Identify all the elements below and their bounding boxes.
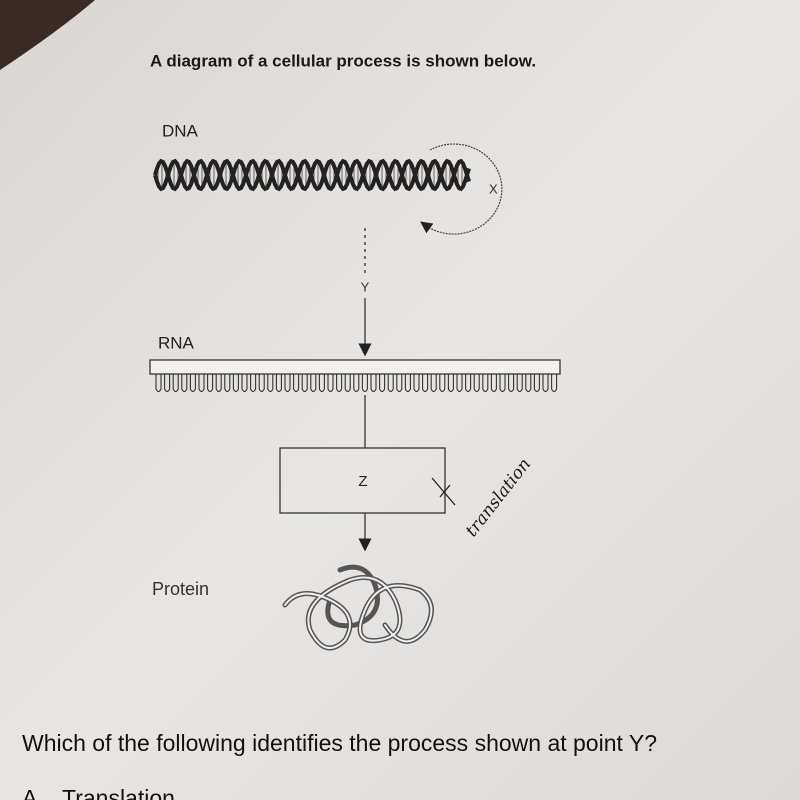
base bbox=[387, 374, 394, 393]
base bbox=[413, 374, 420, 393]
base bbox=[473, 374, 480, 393]
base bbox=[456, 374, 463, 393]
base bbox=[508, 374, 515, 393]
base bbox=[310, 374, 317, 393]
cycle-arrow bbox=[420, 143, 503, 235]
protein-highlight bbox=[284, 576, 433, 649]
base bbox=[301, 374, 308, 393]
base bbox=[284, 374, 291, 393]
base bbox=[215, 374, 222, 393]
base bbox=[525, 374, 532, 393]
base bbox=[198, 374, 205, 393]
base bbox=[241, 374, 248, 393]
protein-label: Protein bbox=[152, 579, 209, 599]
base bbox=[275, 374, 282, 393]
base bbox=[258, 374, 265, 393]
base bbox=[499, 374, 506, 393]
y-label: Y bbox=[361, 279, 370, 294]
question: Which of the following identifies the pr… bbox=[22, 730, 657, 756]
base bbox=[447, 374, 454, 393]
option-letter: A. bbox=[22, 785, 44, 800]
base bbox=[293, 374, 300, 393]
base bbox=[336, 374, 343, 393]
base bbox=[361, 374, 368, 393]
base bbox=[344, 374, 351, 393]
base bbox=[318, 374, 325, 393]
base bbox=[439, 374, 446, 393]
base bbox=[516, 374, 523, 393]
base bbox=[542, 374, 549, 393]
base bbox=[207, 374, 214, 393]
x-label: X bbox=[489, 181, 498, 196]
option-text: Translation bbox=[62, 785, 175, 800]
z-box bbox=[279, 447, 446, 514]
base bbox=[430, 374, 437, 393]
z-label: Z bbox=[358, 473, 367, 490]
base bbox=[250, 374, 257, 393]
rna-strand bbox=[149, 359, 561, 375]
dna-helix bbox=[153, 158, 471, 192]
base bbox=[379, 374, 386, 393]
base bbox=[267, 374, 274, 393]
base bbox=[353, 374, 360, 393]
base bbox=[172, 374, 179, 393]
dna-label: DNA bbox=[162, 121, 199, 140]
base bbox=[465, 374, 472, 393]
strand bbox=[153, 158, 471, 192]
base bbox=[396, 374, 403, 393]
rna-label: RNA bbox=[158, 333, 195, 352]
base bbox=[404, 374, 411, 393]
title: A diagram of a cellular process is shown… bbox=[150, 51, 536, 70]
base bbox=[370, 374, 377, 393]
base bbox=[181, 374, 188, 393]
base bbox=[189, 374, 196, 393]
rna-bases bbox=[155, 374, 558, 393]
base bbox=[482, 374, 489, 393]
base bbox=[224, 374, 231, 393]
base bbox=[490, 374, 497, 393]
base bbox=[164, 374, 171, 393]
pen-mark bbox=[431, 477, 456, 506]
base bbox=[155, 374, 162, 393]
finger-shadow bbox=[0, 0, 95, 70]
base bbox=[327, 374, 334, 393]
base bbox=[533, 374, 540, 393]
base bbox=[422, 374, 429, 393]
base bbox=[551, 374, 558, 393]
base bbox=[232, 374, 239, 393]
